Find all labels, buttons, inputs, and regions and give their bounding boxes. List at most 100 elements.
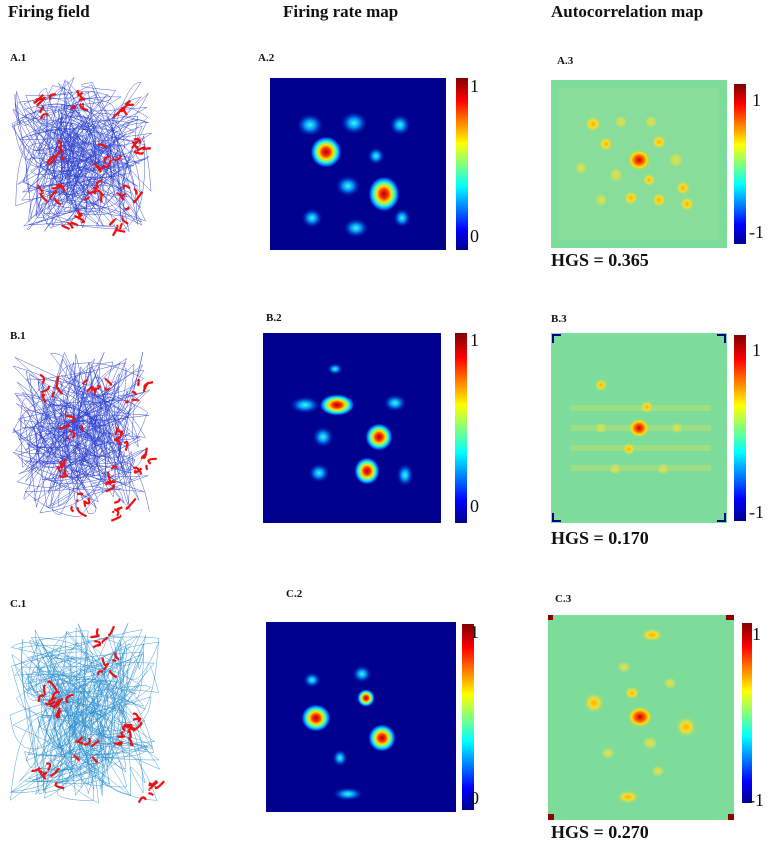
field-blob — [289, 396, 321, 414]
header-autocorrelation-map: Autocorrelation map — [551, 2, 704, 21]
spike-mark — [114, 427, 119, 436]
auto-peak — [622, 442, 636, 456]
spike-mark — [120, 731, 124, 737]
hgs-b: HGS = 0.170 — [551, 528, 649, 548]
field-blob — [389, 114, 411, 136]
spike-mark — [148, 780, 159, 791]
spikes-a — [33, 89, 152, 237]
field-blob — [365, 423, 393, 451]
trajectory-c — [9, 623, 161, 804]
auto-peak — [656, 463, 670, 475]
spike-mark — [121, 216, 129, 225]
spike-mark — [118, 429, 124, 433]
spike-mark — [82, 379, 88, 385]
auto-peak — [627, 706, 653, 728]
spike-mark — [69, 430, 76, 439]
spike-mark — [55, 707, 61, 719]
spike-mark — [147, 792, 155, 797]
spike-mark — [133, 137, 142, 144]
spike-mark — [92, 186, 98, 195]
spike-mark — [125, 497, 137, 510]
colorbar-c2-min: 0 — [470, 788, 479, 808]
spike-mark — [123, 440, 129, 452]
colorbar-c2 — [462, 624, 474, 810]
field-blob — [327, 363, 343, 375]
spike-mark — [136, 146, 146, 152]
spike-mark — [37, 694, 46, 702]
field-blob — [319, 394, 355, 416]
auto-peak — [668, 152, 684, 168]
auto-peak — [663, 677, 677, 689]
spike-mark — [31, 767, 42, 773]
spike-mark — [66, 435, 70, 441]
field-blob — [332, 749, 348, 767]
field-blob — [383, 394, 407, 412]
spike-mark — [69, 105, 77, 110]
spike-mark — [76, 209, 81, 220]
spike-mark — [107, 471, 112, 483]
spike-mark — [133, 187, 138, 195]
colorbar-a3-min: -1 — [749, 222, 764, 242]
spike-mark — [109, 669, 118, 679]
spike-mark — [66, 422, 70, 427]
spike-mark — [131, 390, 138, 396]
spike-mark — [125, 399, 130, 404]
spike-mark — [93, 162, 103, 173]
auto-peak — [640, 400, 654, 414]
spike-mark — [85, 386, 95, 393]
label-c3: C.3 — [555, 593, 572, 605]
spike-mark — [60, 155, 66, 162]
spike-mark — [102, 159, 112, 168]
spike-mark — [76, 506, 88, 518]
spike-mark — [131, 140, 139, 150]
spike-mark — [110, 514, 122, 522]
spike-mark — [113, 498, 121, 504]
auto-peak — [675, 716, 697, 738]
spike-mark — [105, 480, 114, 486]
colorbar-b2 — [455, 333, 467, 523]
firing-rate-map-b — [263, 333, 467, 523]
spike-mark — [131, 398, 139, 402]
spike-mark — [79, 103, 89, 112]
field-blob — [357, 689, 375, 707]
spike-mark — [62, 469, 67, 476]
spike-mark — [133, 467, 143, 474]
colorbar-c2-max: 1 — [470, 622, 479, 642]
spike-mark — [132, 717, 142, 722]
spike-mark — [133, 150, 144, 155]
spike-mark — [81, 103, 85, 108]
spike-mark — [116, 506, 123, 511]
spike-mark — [52, 698, 61, 710]
spike-mark — [124, 206, 130, 211]
spike-mark — [41, 393, 47, 404]
spike-mark — [83, 196, 90, 201]
spikes-c — [31, 625, 166, 804]
auto-peak — [627, 149, 651, 171]
spike-mark — [59, 474, 69, 478]
spike-mark — [42, 771, 48, 776]
colorbar-a3-max: 1 — [752, 90, 761, 110]
field-blob — [303, 672, 321, 688]
spike-mark — [121, 725, 134, 732]
field-blob — [352, 665, 372, 683]
auto-peak — [670, 422, 684, 434]
trajectory-b — [12, 351, 150, 518]
spike-mark — [142, 147, 152, 151]
spike-mark — [39, 113, 49, 120]
spike-mark — [45, 700, 56, 706]
auto-peak — [594, 378, 608, 392]
field-blob — [335, 175, 361, 197]
colorbar-c3-min: -1 — [749, 790, 764, 810]
spike-mark — [38, 770, 47, 781]
firing-rate-map-c — [266, 622, 474, 812]
spike-mark — [101, 636, 109, 644]
auto-peak — [651, 134, 667, 150]
corner-mark — [728, 814, 734, 820]
spike-mark — [95, 628, 99, 636]
colorbar-b3 — [734, 335, 746, 521]
auto-peak — [675, 180, 691, 196]
spike-mark — [136, 378, 140, 387]
spike-mark — [58, 146, 63, 153]
spike-mark — [113, 432, 124, 441]
auto-peak — [644, 115, 658, 129]
